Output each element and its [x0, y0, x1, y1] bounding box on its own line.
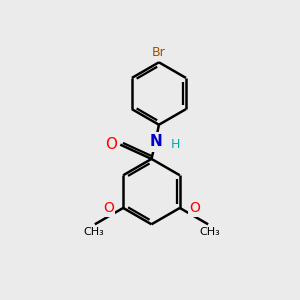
Text: O: O [105, 137, 117, 152]
Text: O: O [103, 201, 114, 215]
Text: O: O [189, 201, 200, 215]
Text: Br: Br [152, 46, 166, 59]
Text: N: N [150, 134, 162, 149]
Text: H: H [171, 138, 180, 152]
Text: CH₃: CH₃ [83, 227, 104, 237]
Text: CH₃: CH₃ [199, 227, 220, 237]
